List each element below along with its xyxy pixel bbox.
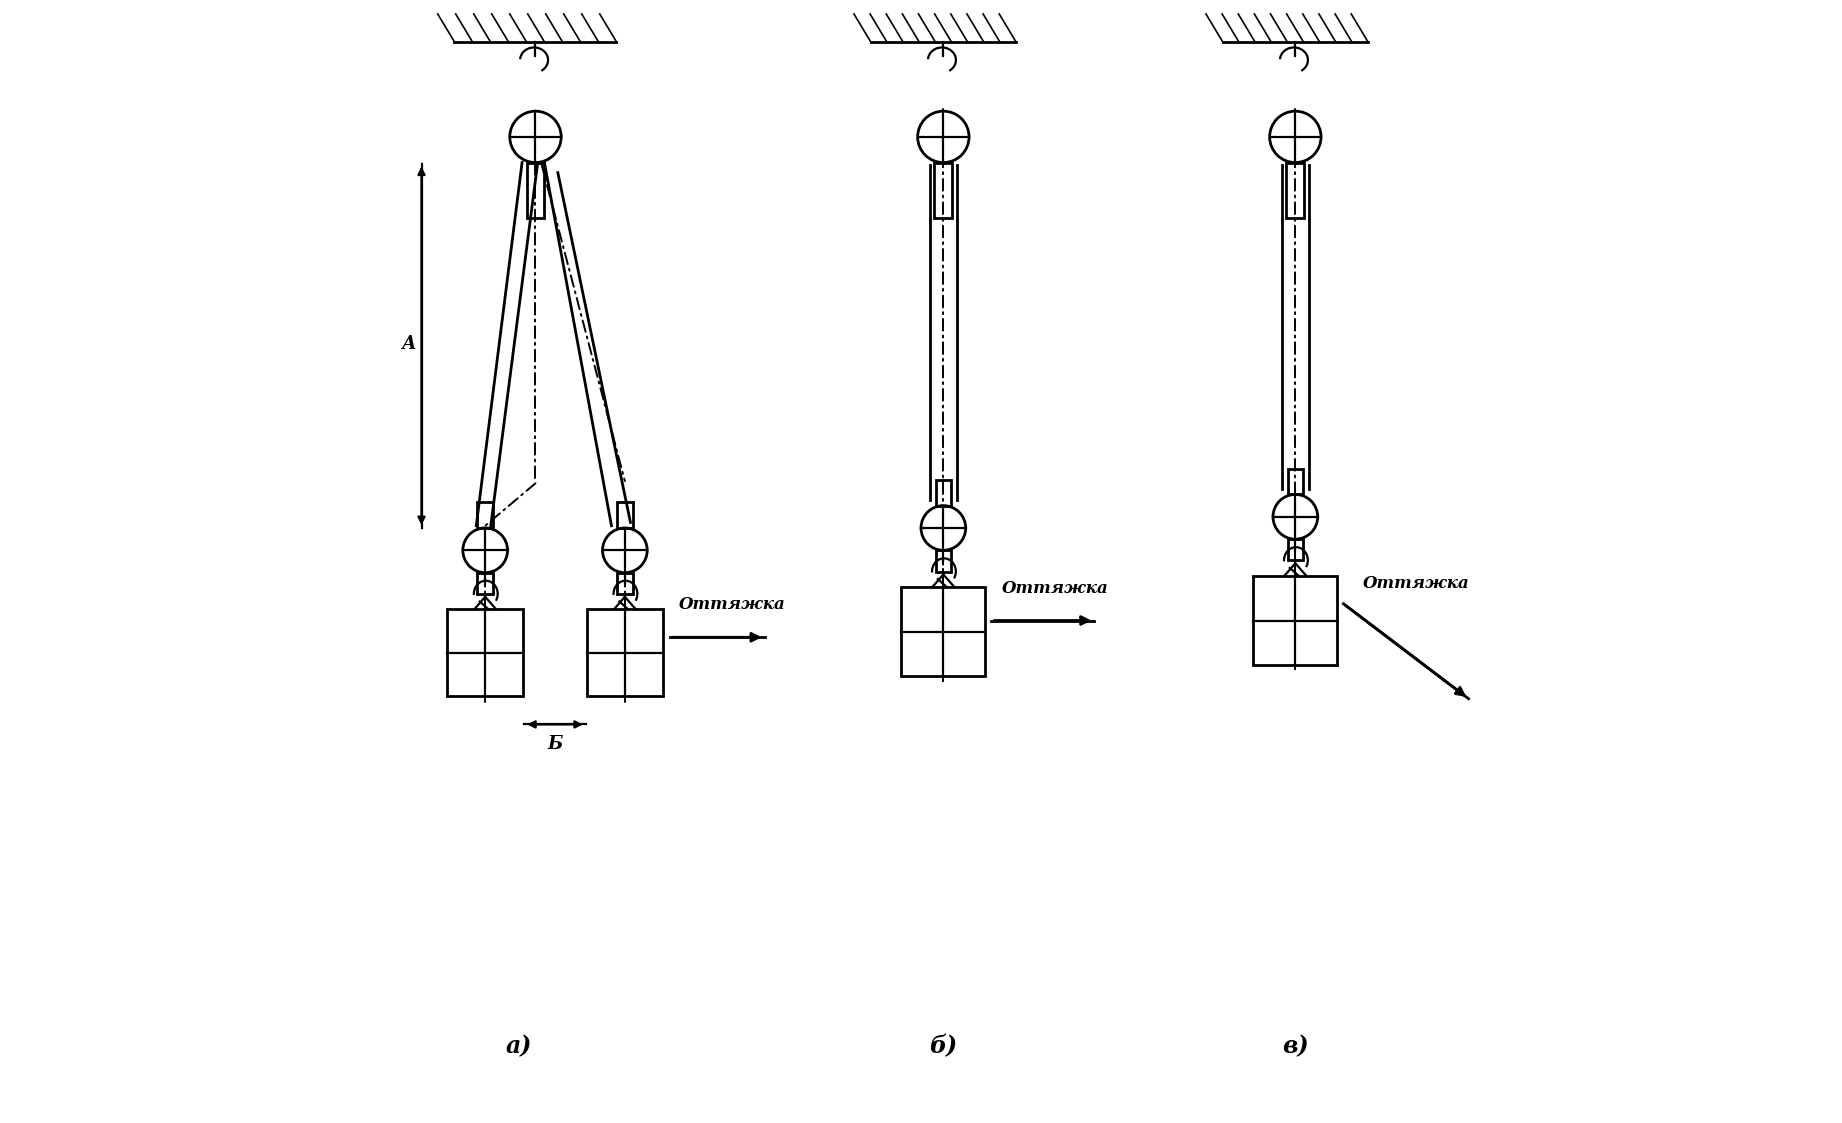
Text: в): в) (1282, 1034, 1308, 1058)
Bar (901, 587, 985, 676)
Bar (936, 550, 950, 572)
Bar (527, 163, 545, 219)
Bar (1253, 576, 1337, 665)
Text: Оттяжка: Оттяжка (1363, 575, 1470, 592)
Bar (1288, 539, 1302, 560)
Bar (588, 610, 663, 696)
Text: Б: Б (547, 736, 562, 754)
Bar (617, 573, 632, 594)
Bar (1288, 469, 1302, 494)
Bar (477, 502, 494, 528)
Bar (448, 610, 523, 696)
Bar (1286, 163, 1304, 219)
Text: Оттяжка: Оттяжка (680, 596, 787, 613)
Bar (617, 502, 632, 528)
Text: б): б) (928, 1034, 958, 1058)
Bar (936, 481, 950, 505)
Bar (934, 163, 952, 219)
Bar (477, 573, 494, 594)
Text: Оттяжка: Оттяжка (1002, 579, 1109, 596)
Text: А: А (402, 335, 416, 353)
Text: а): а) (505, 1034, 532, 1058)
